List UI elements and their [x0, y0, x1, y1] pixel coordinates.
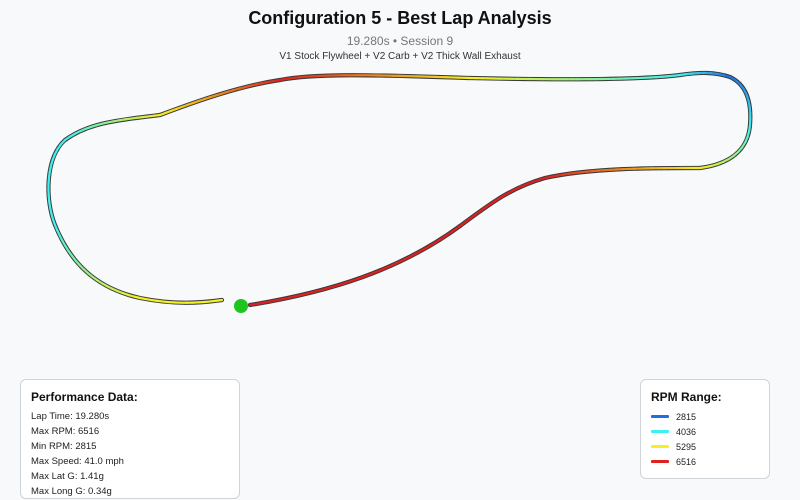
legend-label: 2815: [676, 411, 697, 422]
legend-item: 2815: [651, 409, 759, 424]
rpm-legend: RPM Range: 2815 4036 5295 6516: [640, 379, 770, 479]
legend-label: 4036: [676, 426, 697, 437]
max-lat-g: Max Lat G: 1.41g: [31, 471, 104, 482]
performance-panel: Performance Data: Lap Time: 19.280s Max …: [20, 379, 240, 499]
page-title: Configuration 5 - Best Lap Analysis: [248, 8, 552, 28]
start-finish-marker: [234, 299, 248, 313]
track-outline-segment: [457, 175, 548, 229]
track-color-segment: [215, 298, 224, 302]
legend-swatch: [651, 430, 669, 433]
legend-swatch: [651, 460, 669, 463]
legend-heading: RPM Range:: [651, 390, 722, 404]
legend-item: 6516: [651, 454, 759, 469]
legend-swatch: [651, 445, 669, 448]
lap-time: Lap Time: 19.280s: [31, 411, 110, 422]
min-rpm: Min RPM: 2815: [31, 441, 97, 452]
configuration-label: V1 Stock Flywheel + V2 Carb + V2 Thick W…: [279, 51, 521, 62]
legend-item: 4036: [651, 424, 759, 439]
performance-heading: Performance Data:: [31, 390, 138, 404]
track-outline-segment: [52, 222, 143, 301]
legend-label: 6516: [676, 456, 697, 467]
lap-subtitle: 19.280s • Session 9: [346, 34, 454, 48]
max-speed: Max Speed: 41.0 mph: [31, 456, 124, 467]
max-long-g: Max Long G: 0.34g: [31, 486, 112, 497]
track-outline-segment: [157, 77, 283, 118]
legend-label: 5295: [676, 441, 697, 452]
legend-item: 5295: [651, 439, 759, 454]
track-path: [46, 70, 753, 308]
max-rpm: Max RPM: 6516: [31, 426, 100, 437]
legend-swatch: [651, 415, 669, 418]
track-outline-segment: [62, 112, 163, 143]
track-outline-segment: [247, 223, 463, 308]
